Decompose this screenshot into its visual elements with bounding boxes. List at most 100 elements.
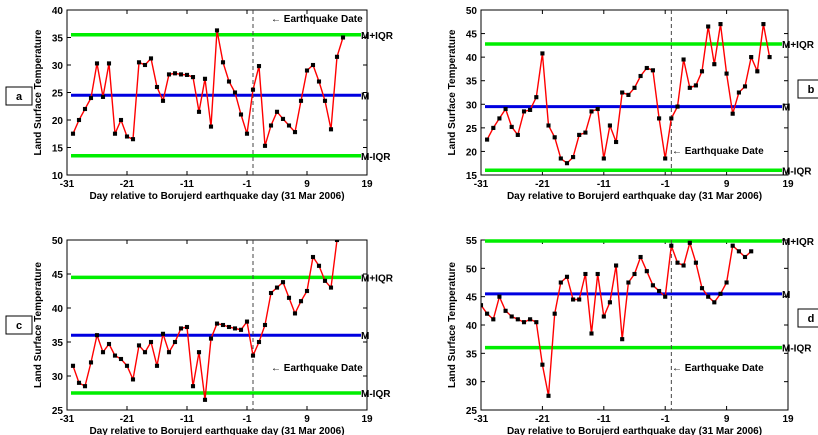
data-point	[118, 356, 124, 362]
series-group	[70, 28, 346, 148]
ref-line-label: M-IQR	[361, 389, 391, 400]
data-point	[515, 317, 520, 322]
data-point	[491, 125, 496, 130]
data-point	[583, 271, 588, 277]
data-point	[244, 319, 250, 324]
data-point	[626, 280, 631, 285]
data-point	[669, 243, 674, 248]
data-point	[124, 363, 130, 368]
data-point	[693, 260, 698, 265]
data-point	[100, 350, 106, 355]
x-tick-label: 19	[361, 179, 373, 190]
data-point	[70, 363, 76, 368]
data-point	[577, 132, 582, 137]
data-point	[558, 156, 563, 161]
ref-line-label: M	[361, 331, 369, 342]
y-axis-label: Land Surface Temperature	[33, 29, 44, 155]
data-point	[481, 303, 484, 308]
x-tick-label: 9	[724, 414, 730, 425]
data-point	[632, 271, 637, 277]
series-line	[72, 30, 344, 146]
data-point	[76, 117, 82, 123]
data-point	[663, 156, 668, 161]
data-point	[742, 254, 748, 260]
y-tick-label: 25	[52, 406, 64, 417]
data-point	[256, 339, 262, 345]
data-point	[106, 61, 112, 66]
data-point	[699, 69, 705, 74]
data-point	[256, 64, 262, 69]
y-tick-label: 30	[466, 100, 478, 111]
data-point	[178, 326, 184, 331]
data-point	[316, 79, 322, 84]
data-point	[620, 337, 625, 342]
data-point	[755, 69, 760, 74]
x-tick-label: -11	[180, 179, 194, 190]
data-point	[620, 90, 625, 95]
data-point	[94, 61, 100, 66]
data-point	[166, 72, 172, 77]
data-point	[280, 116, 286, 121]
data-point	[328, 285, 334, 290]
data-point	[730, 111, 735, 116]
data-point	[322, 98, 328, 103]
data-point	[340, 35, 346, 40]
data-point	[208, 124, 214, 129]
data-point	[724, 280, 729, 285]
data-point	[250, 87, 256, 92]
data-point	[589, 331, 594, 336]
data-point	[94, 333, 100, 338]
data-point	[238, 327, 244, 332]
y-tick-label: 35	[52, 338, 64, 349]
y-tick-label: 15	[466, 171, 478, 182]
data-point	[196, 350, 202, 355]
data-point	[136, 343, 142, 348]
data-point	[552, 311, 557, 316]
ref-line-label: M	[782, 290, 790, 301]
data-point	[154, 84, 160, 90]
data-point	[262, 143, 268, 148]
data-point	[130, 377, 136, 382]
data-point	[546, 123, 551, 128]
x-tick-label: -1	[243, 414, 252, 425]
data-point	[521, 109, 527, 114]
data-point	[589, 109, 594, 114]
y-tick-label: 40	[466, 53, 478, 64]
data-point	[718, 291, 723, 296]
data-point	[220, 322, 226, 328]
data-point	[184, 72, 190, 77]
data-point	[106, 341, 112, 347]
data-point	[82, 384, 88, 389]
data-point	[706, 294, 711, 299]
data-point	[148, 339, 154, 345]
data-point	[190, 75, 196, 80]
data-point	[638, 73, 643, 79]
data-point	[292, 130, 298, 135]
x-tick-label: 19	[361, 414, 373, 425]
data-point	[274, 109, 280, 114]
data-point	[571, 297, 576, 302]
y-axis-label: Land Surface Temperature	[447, 29, 458, 155]
data-point	[88, 95, 94, 101]
data-point	[534, 320, 539, 325]
ref-line-label: M-IQR	[782, 166, 812, 177]
ref-line-label: M	[782, 103, 790, 114]
data-point	[250, 353, 256, 358]
data-point	[595, 271, 600, 277]
x-tick-label: -21	[120, 179, 135, 190]
x-tick-label: 9	[304, 179, 310, 190]
data-point	[298, 98, 304, 103]
ref-line-label: M+IQR	[782, 40, 815, 51]
data-point	[154, 363, 160, 368]
ref-line-label: M+IQR	[361, 31, 394, 42]
data-point	[650, 283, 655, 288]
data-point	[214, 28, 220, 33]
y-tick-label: 35	[466, 77, 478, 88]
data-point	[160, 98, 166, 103]
data-point	[540, 51, 545, 56]
plot-area	[480, 239, 789, 411]
panel-label: d	[808, 313, 815, 325]
ref-line-label: M	[361, 91, 369, 102]
chart-panel-a: -31 -21 -11 -1 9 19 10 15 20 25 30 35 40 Day relative…	[5, 6, 394, 202]
y-axis-label: Land Surface Temperature	[33, 262, 44, 388]
